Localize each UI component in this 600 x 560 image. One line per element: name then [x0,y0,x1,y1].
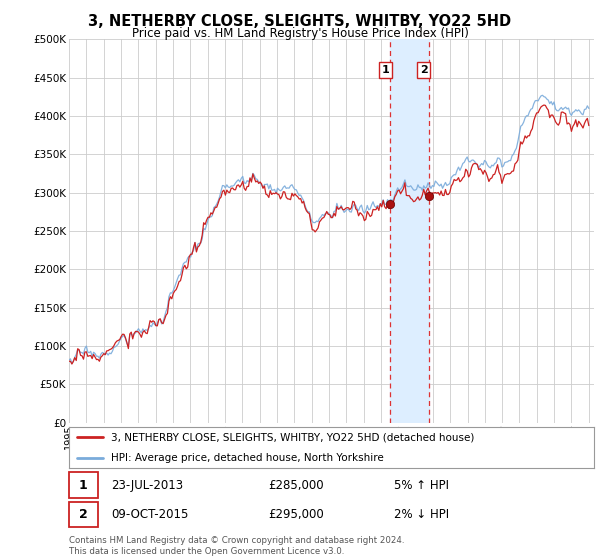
Text: 2: 2 [79,508,88,521]
Text: £295,000: £295,000 [269,508,324,521]
Bar [391,39,429,423]
Text: 2: 2 [420,65,428,75]
Text: 1: 1 [79,479,88,492]
FancyBboxPatch shape [69,502,98,527]
Text: 2% ↓ HPI: 2% ↓ HPI [395,508,449,521]
Text: 1: 1 [382,65,389,75]
Text: HPI: Average price, detached house, North Yorkshire: HPI: Average price, detached house, Nort… [111,452,384,463]
Text: 09-OCT-2015: 09-OCT-2015 [111,508,188,521]
Text: Price paid vs. HM Land Registry's House Price Index (HPI): Price paid vs. HM Land Registry's House … [131,27,469,40]
Text: 5% ↑ HPI: 5% ↑ HPI [395,479,449,492]
Text: 3, NETHERBY CLOSE, SLEIGHTS, WHITBY, YO22 5HD (detached house): 3, NETHERBY CLOSE, SLEIGHTS, WHITBY, YO2… [111,432,475,442]
Text: Contains HM Land Registry data © Crown copyright and database right 2024.
This d: Contains HM Land Registry data © Crown c… [69,536,404,556]
Text: 3, NETHERBY CLOSE, SLEIGHTS, WHITBY, YO22 5HD: 3, NETHERBY CLOSE, SLEIGHTS, WHITBY, YO2… [88,14,512,29]
FancyBboxPatch shape [69,473,98,498]
Text: 23-JUL-2013: 23-JUL-2013 [111,479,183,492]
Text: £285,000: £285,000 [269,479,324,492]
